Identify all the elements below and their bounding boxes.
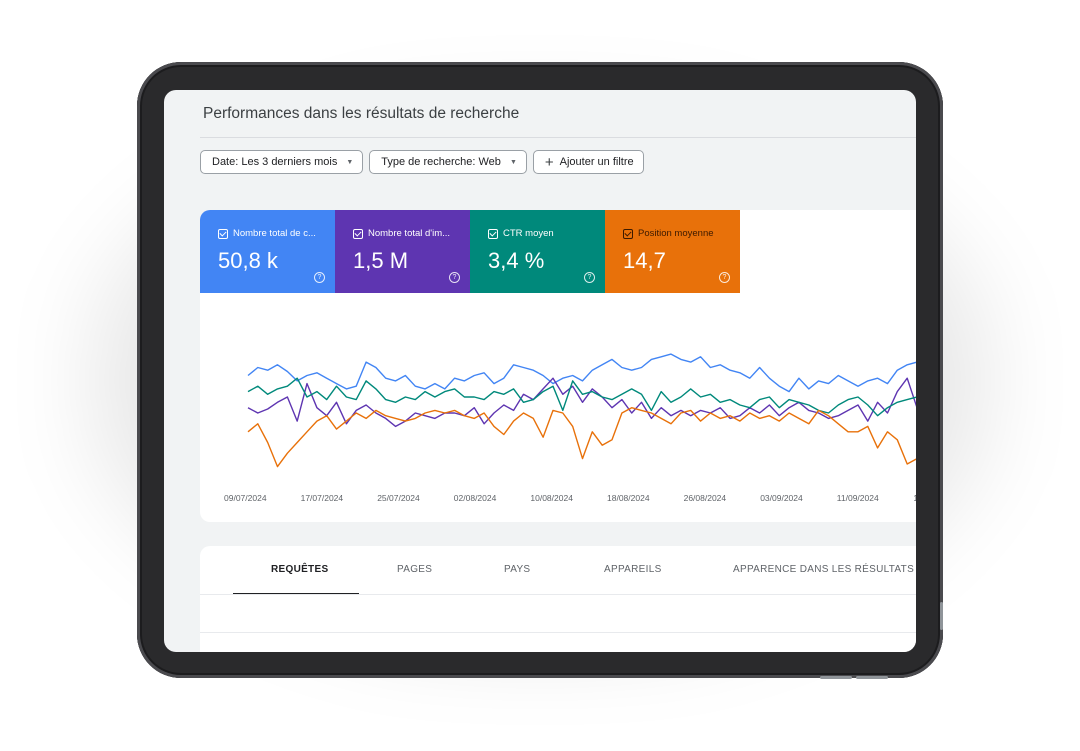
caret-down-icon: ▼ [509,158,517,166]
checkbox-checked-icon [218,228,228,239]
x-tick-label: 02/08/2024 [454,493,497,503]
tab-queries[interactable]: REQUÊTES [271,564,329,575]
metric-value: 14,7 [623,248,666,273]
tab-countries[interactable]: PAYS [504,564,531,575]
metric-label: Position moyenne [638,228,714,239]
divider [200,594,916,595]
date-filter-label: Date: Les 3 derniers mois [212,156,338,168]
metric-label: Nombre total de c... [233,228,316,239]
metric-value: 50,8 k [218,248,278,273]
metric-card-ctr[interactable]: CTR moyen 3,4 % ? [470,210,605,293]
x-tick-label: 09/07/2024 [224,493,267,503]
help-icon[interactable]: ? [584,272,595,283]
x-tick-label: 11/09/2024 [837,493,879,503]
series-line-ctr-moyen [247,377,916,417]
search-type-filter-chip[interactable]: Type de recherche: Web ▼ [369,150,527,174]
divider [200,632,916,633]
tablet-volume-button [820,676,852,679]
screen: Performances dans les résultats de reche… [164,90,916,652]
help-icon[interactable]: ? [449,272,460,283]
series-line-nombre-total-d-impressions [247,377,916,428]
series-line-position-moyenne [247,406,916,468]
plus-icon: + [544,153,554,171]
help-icon[interactable]: ? [719,272,730,283]
search-type-filter-label: Type de recherche: Web [381,156,501,168]
tab-pages[interactable]: PAGES [397,564,433,575]
metric-value: 3,4 % [488,248,545,273]
metric-card-impressions[interactable]: Nombre total d'im... 1,5 M ? [335,210,470,293]
metric-card-clicks[interactable]: Nombre total de c... 50,8 k ? [200,210,335,293]
series-line-nombre-total-de-clics [247,353,916,393]
x-tick-label: 25/07/2024 [377,493,420,503]
tab-search-appearance[interactable]: APPARENCE DANS LES RÉSULTATS DE [733,564,916,575]
performance-line-chart: 09/07/2024 17/07/2024 25/07/2024 02/08/2024… [224,353,916,503]
metric-label: CTR moyen [503,228,554,239]
tablet-volume-button [856,676,888,679]
page-title: Performances dans les résultats de reche… [203,105,520,122]
checkbox-checked-icon [488,228,498,239]
x-tick-label: 17/07/2024 [301,493,344,503]
x-tick-label: 1 [913,493,916,503]
date-filter-chip[interactable]: Date: Les 3 derniers mois ▼ [200,150,364,174]
filter-bar: Date: Les 3 derniers mois ▼ Type de rech… [200,150,644,174]
checkbox-checked-icon [623,228,633,239]
add-filter-button[interactable]: + Ajouter un filtre [532,150,644,174]
dimension-tabs-card: REQUÊTES PAGES PAYS APPAREILS APPARENCE … [200,546,916,652]
caret-down-icon: ▼ [346,158,354,166]
x-tick-label: 18/08/2024 [607,493,650,503]
x-tick-label: 03/09/2024 [760,493,803,503]
metric-value: 1,5 M [353,248,409,273]
divider [200,137,916,138]
add-filter-label: Ajouter un filtre [559,156,634,168]
metric-card-position[interactable]: Position moyenne 14,7 ? [605,210,740,293]
checkbox-checked-icon [353,228,363,239]
help-icon[interactable]: ? [314,272,325,283]
metric-label: Nombre total d'im... [368,228,451,239]
tablet-side-button [940,602,943,630]
performance-card: Nombre total de c... 50,8 k ? Nombre tot… [200,210,916,522]
x-tick-label: 26/08/2024 [684,493,727,503]
tab-devices[interactable]: APPAREILS [604,564,662,575]
metric-cards: Nombre total de c... 50,8 k ? Nombre tot… [200,210,740,293]
x-tick-label: 10/08/2024 [530,493,573,503]
